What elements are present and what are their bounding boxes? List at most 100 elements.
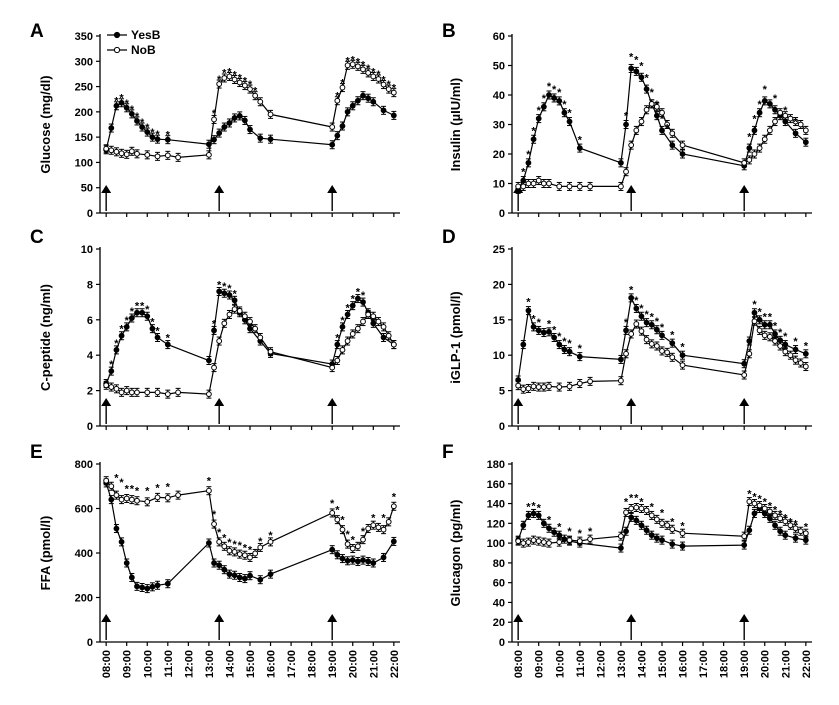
meal-arrow-icon <box>214 398 225 406</box>
data-point <box>746 498 753 505</box>
significance-star: * <box>578 528 583 540</box>
significance-star: * <box>778 508 783 520</box>
data-point <box>540 384 547 390</box>
y-tick-label: 60 <box>493 31 505 43</box>
data-point <box>515 382 522 389</box>
x-tick-label: 20:00 <box>760 650 772 678</box>
data-point <box>385 518 392 525</box>
y-tick-label: 0 <box>87 637 93 649</box>
data-point <box>128 110 135 117</box>
data-point <box>236 574 243 581</box>
data-point <box>530 383 537 390</box>
y-axis-label: C-peptide (ng/ml) <box>38 284 53 391</box>
data-point <box>535 512 542 519</box>
significance-star: * <box>366 63 371 75</box>
data-point <box>746 145 753 152</box>
significance-star: * <box>557 521 562 533</box>
data-point <box>128 389 135 396</box>
significance-star: * <box>680 520 685 532</box>
data-point <box>761 332 768 339</box>
y-axis-label: iGLP-1 (pmol/l) <box>448 291 463 383</box>
significance-star: * <box>243 542 248 554</box>
panel-letter: B <box>442 21 456 42</box>
data-point <box>221 75 228 81</box>
data-point <box>128 315 135 321</box>
data-point <box>638 313 645 320</box>
panel-letter: F <box>442 442 454 463</box>
data-point <box>792 118 799 125</box>
data-point <box>587 378 593 385</box>
panel-F: F Glucagon (pg/ml) 0 20 40 60 80 100 120 140 160 18… <box>442 442 813 678</box>
data-point <box>648 512 655 519</box>
data-point <box>247 318 253 325</box>
significance-star: * <box>356 56 361 68</box>
y-axis-label: Insulin (µIU/ml) <box>448 78 463 171</box>
data-point <box>118 389 125 396</box>
data-point <box>134 118 140 124</box>
data-point <box>108 496 115 503</box>
data-point <box>679 142 686 149</box>
data-point <box>546 92 552 98</box>
data-point <box>354 325 361 332</box>
y-tick-label: 40 <box>493 90 505 102</box>
significance-star: * <box>150 317 155 329</box>
data-point <box>206 391 212 398</box>
significance-star: * <box>371 512 376 524</box>
series-line <box>517 67 807 190</box>
significance-star: * <box>650 87 655 99</box>
significance-star: * <box>227 283 232 295</box>
data-point <box>123 323 130 330</box>
significance-star: * <box>547 81 552 93</box>
data-point <box>128 496 135 503</box>
data-point <box>370 560 377 566</box>
x-tick-label: 14:00 <box>636 650 648 678</box>
significance-star: * <box>639 497 644 509</box>
data-point <box>741 360 748 367</box>
data-point <box>679 362 686 369</box>
data-point <box>164 152 171 159</box>
data-point <box>247 554 253 561</box>
significance-star: * <box>660 507 665 519</box>
y-tick-label: 600 <box>75 504 93 516</box>
data-point <box>746 157 753 163</box>
significance-star: * <box>392 83 397 95</box>
data-point <box>561 109 568 116</box>
data-point <box>535 177 542 184</box>
data-point <box>175 154 181 161</box>
data-point <box>108 125 115 131</box>
data-point <box>334 357 341 364</box>
y-tick-label: 10 <box>493 350 505 362</box>
data-point <box>144 498 151 505</box>
data-point <box>380 81 387 88</box>
data-point <box>226 571 233 578</box>
data-point <box>370 522 377 529</box>
data-point <box>643 527 650 534</box>
data-point <box>777 109 784 116</box>
data-point <box>659 537 665 544</box>
x-tick-label: 13:00 <box>616 650 628 678</box>
data-point <box>623 509 629 516</box>
data-point <box>782 532 789 539</box>
significance-star: * <box>376 69 381 81</box>
significance-star: * <box>644 309 649 321</box>
data-point <box>349 557 356 564</box>
data-point <box>777 343 784 349</box>
significance-star: * <box>109 359 114 371</box>
y-tick-label: 5 <box>499 386 505 398</box>
data-point <box>252 92 259 99</box>
data-point <box>643 507 650 514</box>
significance-star: * <box>130 306 135 318</box>
data-point <box>576 145 583 152</box>
significance-star: * <box>166 333 171 345</box>
data-point <box>267 538 274 545</box>
significance-star: * <box>130 483 135 495</box>
data-point <box>746 350 753 357</box>
data-point <box>123 387 130 394</box>
data-point <box>175 389 181 396</box>
significance-star: * <box>243 76 248 88</box>
data-point <box>334 341 341 348</box>
legend-marker <box>113 31 121 39</box>
data-point <box>792 525 799 532</box>
data-point <box>561 346 568 353</box>
significance-star: * <box>588 526 593 538</box>
